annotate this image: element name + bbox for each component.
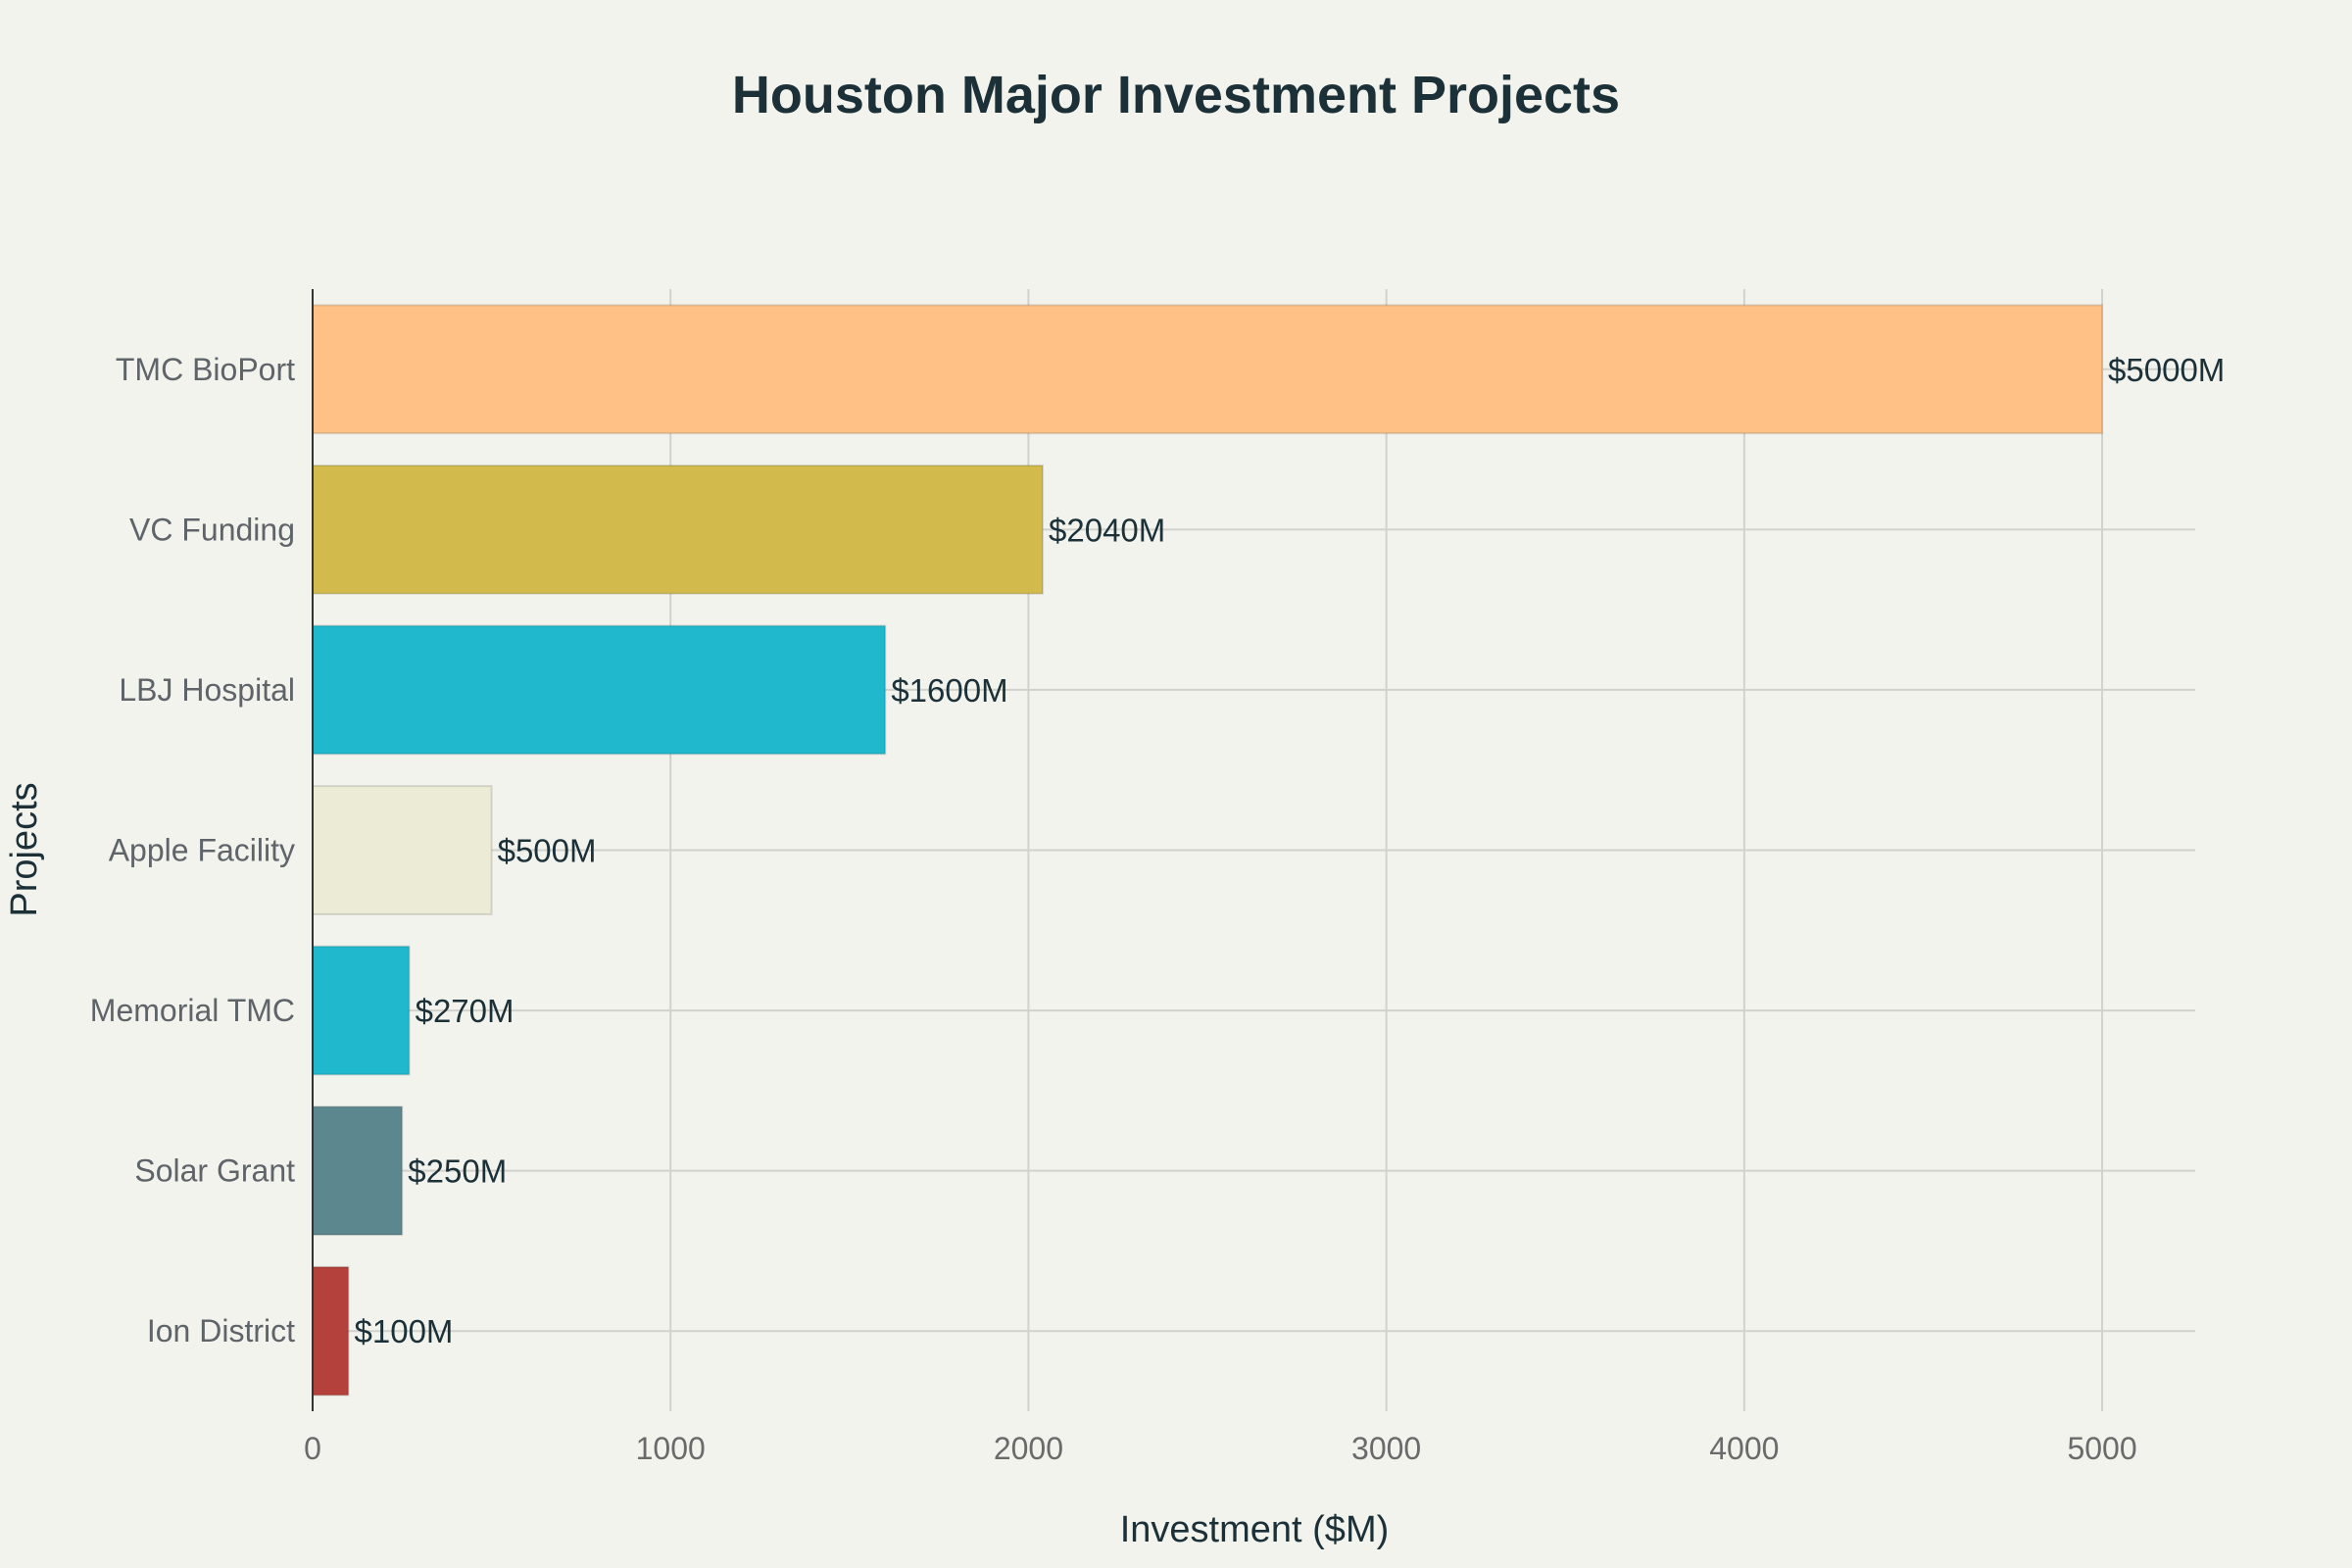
bar-value-label: $100M	[355, 1313, 454, 1349]
x-tick-label: 3000	[1351, 1431, 1421, 1466]
category-label: Memorial TMC	[90, 993, 295, 1028]
x-axis-title: Investment ($M)	[1120, 1509, 1390, 1550]
bar[interactable]	[312, 624, 887, 756]
bar-value-label: $5000M	[2108, 352, 2225, 388]
y-axis-title: Projects	[4, 782, 45, 916]
data-labels: $5000M $2040M $1600M $500M $270M $250M $100M	[355, 352, 2226, 1349]
bar[interactable]	[312, 464, 1045, 595]
x-tick-label: 4000	[1709, 1431, 1779, 1466]
bar[interactable]	[312, 1265, 350, 1396]
bars	[312, 304, 2104, 1396]
category-label: Ion District	[147, 1313, 295, 1348]
category-label: Apple Facility	[109, 833, 295, 868]
bar[interactable]	[312, 945, 411, 1076]
bar-value-label: $250M	[408, 1153, 507, 1190]
x-tick-label: 0	[304, 1431, 321, 1466]
x-tick-label: 2000	[994, 1431, 1063, 1466]
x-tick-label: 5000	[2067, 1431, 2136, 1466]
bar-value-label: $500M	[498, 833, 597, 869]
bar[interactable]	[312, 785, 493, 915]
bar-value-label: $1600M	[891, 672, 1007, 709]
chart-title: Houston Major Investment Projects	[732, 66, 1620, 124]
bar[interactable]	[312, 304, 2104, 435]
bar-value-label: $2040M	[1049, 512, 1165, 548]
x-tick-label: 1000	[636, 1431, 706, 1466]
bar[interactable]	[312, 1105, 404, 1237]
category-label: LBJ Hospital	[119, 672, 295, 708]
y-axis-tick-labels: TMC BioPort VC Funding LBJ Hospital Apple F…	[90, 352, 295, 1348]
category-label: TMC BioPort	[116, 352, 295, 387]
category-label: Solar Grant	[134, 1153, 295, 1189]
bar-value-label: $270M	[416, 993, 514, 1029]
category-label: VC Funding	[129, 512, 295, 547]
x-axis-tick-labels: 0 1000 2000 3000 4000 5000	[304, 1431, 2137, 1466]
